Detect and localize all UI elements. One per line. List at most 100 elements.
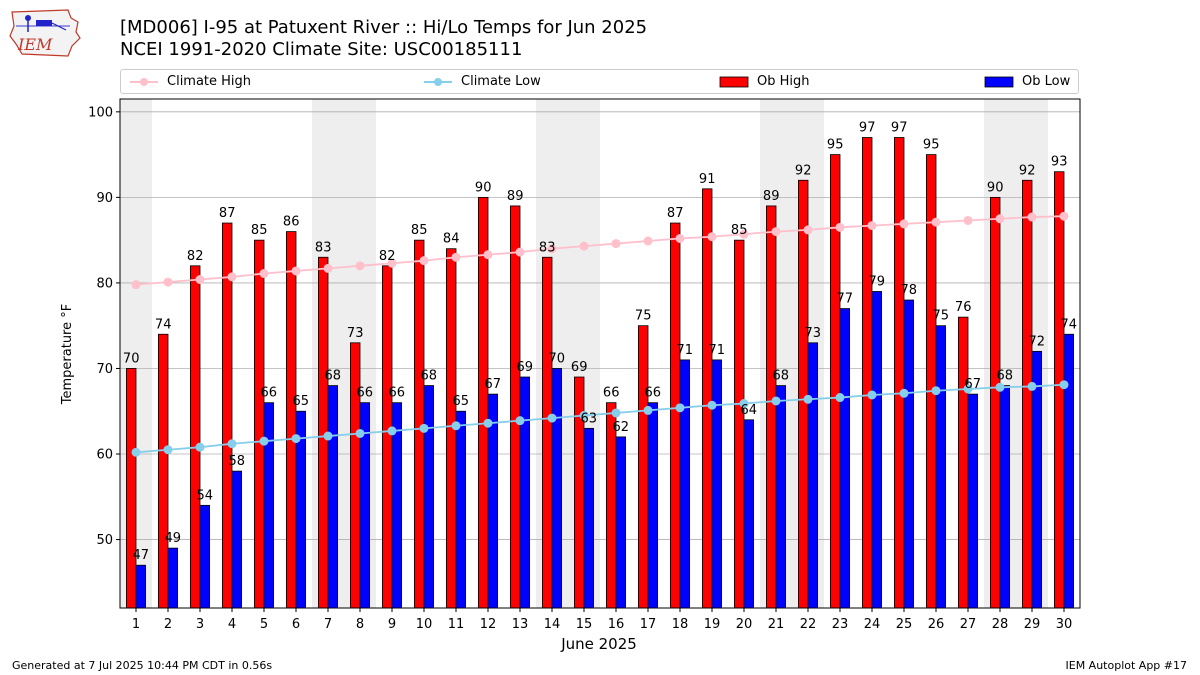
climate-high-point: [131, 280, 141, 290]
x-tick-label: 13: [512, 617, 529, 632]
ob-low-label: 79: [869, 274, 886, 289]
climate-high-point: [611, 239, 621, 249]
legend-label-ob-high: Ob High: [757, 74, 810, 89]
ob-low-label: 71: [709, 343, 726, 358]
plot-frame: [119, 98, 1081, 609]
y-axis-label: Temperature °F: [60, 304, 75, 405]
climate-low-point: [227, 439, 237, 449]
legend-line-marker-icon: [424, 77, 452, 86]
climate-low-point: [515, 416, 525, 426]
x-tick-label: 28: [992, 617, 1009, 632]
climate-high-point: [259, 269, 269, 279]
y-tick-label: 60: [96, 448, 113, 463]
ob-low-label: 71: [677, 343, 694, 358]
ob-low-label: 66: [645, 386, 662, 401]
ob-low-label: 66: [357, 386, 374, 401]
ob-high-bar: [638, 325, 649, 609]
climate-high-point: [771, 227, 781, 237]
ob-low-label: 68: [773, 369, 790, 384]
climate-high-point: [195, 275, 205, 285]
ob-high-label: 95: [923, 138, 940, 153]
ob-high-bar: [542, 256, 553, 609]
ob-low-label: 54: [197, 488, 214, 503]
climate-low-point: [963, 384, 973, 394]
climate-high-point: [387, 258, 397, 268]
ob-high-label: 82: [379, 249, 396, 264]
ob-low-label: 70: [549, 351, 566, 366]
ob-high-bar: [381, 265, 393, 609]
ob-high-label: 85: [731, 223, 748, 238]
y-tick-label: 50: [96, 533, 113, 548]
climate-low-point: [387, 426, 397, 436]
climate-low-point: [451, 421, 461, 431]
ob-low-label: 67: [965, 377, 982, 392]
climate-high-point: [515, 247, 525, 257]
ob-high-bar: [862, 137, 873, 609]
x-tick-label: 14: [544, 617, 561, 632]
ob-high-bar: [894, 137, 905, 609]
chart-subtitle: NCEI 1991-2020 Climate Site: USC00185111: [120, 39, 523, 60]
ob-low-bar: [263, 402, 275, 609]
ob-low-bar: [775, 385, 787, 609]
ob-low-bar: [519, 376, 531, 609]
ob-high-label: 70: [123, 351, 140, 366]
ob-high-label: 83: [315, 240, 332, 255]
ob-high-label: 85: [251, 223, 268, 238]
chart-title: [MD006] I-95 at Patuxent River :: Hi/Lo …: [120, 17, 648, 38]
climate-high-point: [803, 225, 813, 235]
ob-low-label: 68: [997, 369, 1014, 384]
iem-logo: IEM: [8, 6, 82, 58]
climate-low-line: [135, 383, 1065, 454]
x-tick-label: 11: [448, 617, 465, 632]
x-tick-label: 7: [324, 617, 332, 632]
ob-high-label: 87: [219, 206, 236, 221]
ob-high-label: 90: [475, 180, 492, 195]
ob-high-bar: [670, 222, 681, 609]
x-tick-label: 20: [736, 617, 753, 632]
x-tick-label: 26: [928, 617, 945, 632]
ob-low-bar: [647, 402, 659, 609]
ob-high-bar: [349, 342, 361, 609]
ob-high-bar: [1022, 179, 1033, 609]
ob-low-label: 73: [805, 326, 822, 341]
legend-swatch-icon: [719, 76, 749, 87]
ob-high-label: 74: [155, 317, 172, 332]
ob-low-bar: [135, 564, 147, 609]
ob-high-label: 92: [1019, 163, 1036, 178]
ob-low-label: 74: [1061, 317, 1078, 332]
climate-low-point: [611, 408, 621, 418]
x-tick-label: 8: [356, 617, 364, 632]
x-tick-label: 18: [672, 617, 689, 632]
climate-low-point: [995, 382, 1005, 392]
x-tick-label: 19: [704, 617, 721, 632]
legend-item-climate-low: Climate Low: [423, 70, 541, 93]
climate-high-point: [483, 250, 493, 260]
ob-low-bar: [871, 291, 883, 609]
ob-high-label: 89: [763, 189, 780, 204]
app-credit: IEM Autoplot App #17: [1065, 659, 1188, 672]
ob-high-label: 87: [667, 206, 684, 221]
x-tick-label: 22: [800, 617, 817, 632]
ob-high-label: 95: [827, 138, 844, 153]
ob-low-bar: [903, 299, 915, 609]
climate-low-point: [131, 447, 141, 457]
climate-high-point: [739, 229, 749, 239]
generated-timestamp: Generated at 7 Jul 2025 10:44 PM CDT in …: [12, 659, 273, 672]
ob-low-label: 64: [741, 403, 758, 418]
climate-high-point: [227, 272, 237, 282]
ob-high-label: 93: [1051, 155, 1068, 170]
climate-high-point: [643, 236, 653, 246]
climate-high-point: [1059, 211, 1069, 221]
ob-low-label: 47: [133, 548, 150, 563]
climate-high-point: [355, 261, 365, 271]
x-tick-label: 24: [864, 617, 881, 632]
y-tick-label: 100: [88, 105, 113, 120]
climate-low-point: [899, 388, 909, 398]
legend-item-ob-high: Ob High: [719, 70, 810, 93]
x-tick-label: 25: [896, 617, 913, 632]
legend-item-ob-low: Ob Low: [984, 70, 1070, 93]
x-tick-label: 27: [960, 617, 977, 632]
ob-high-bar: [157, 333, 169, 609]
ob-high-bar: [958, 316, 969, 609]
